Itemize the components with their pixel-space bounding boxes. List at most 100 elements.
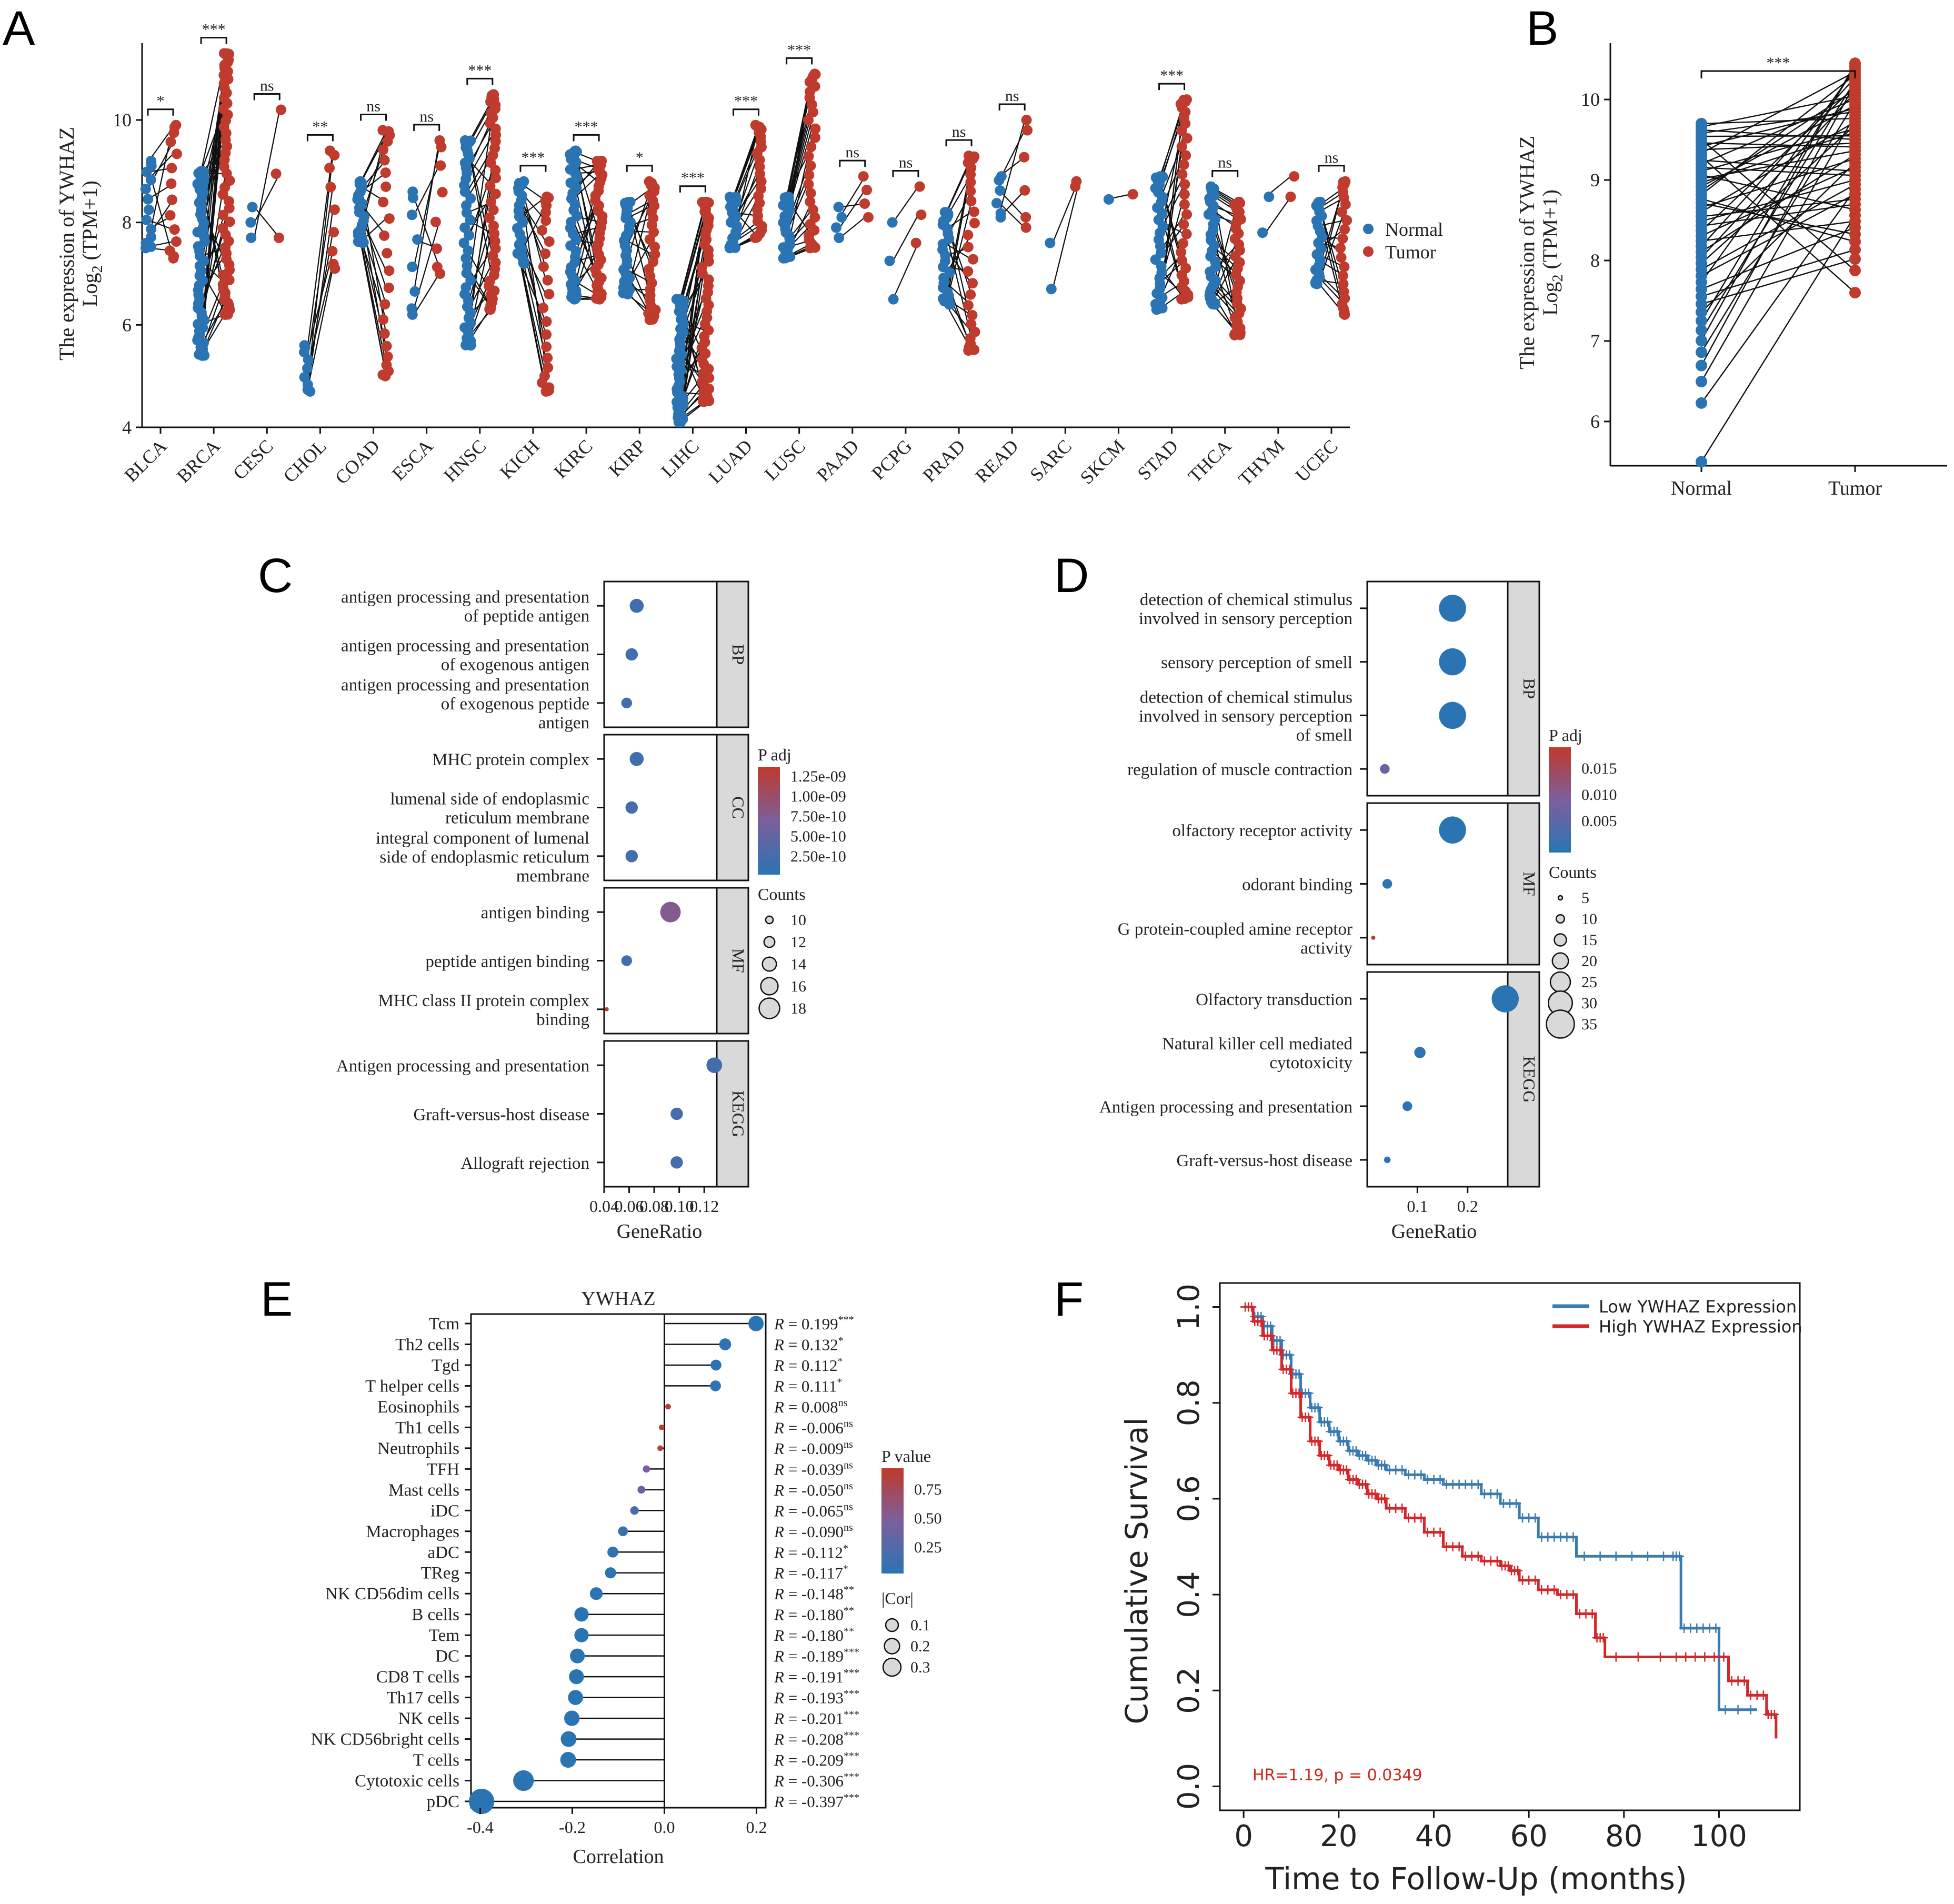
counts-legend-label: 15 [1581,931,1597,949]
tumor-point [803,179,814,190]
panel-e-xlabel: Correlation [573,1846,664,1868]
r-value-text: R = -0.180** [774,1605,854,1624]
pair-line [1701,95,1856,128]
censor-mark [1304,1388,1314,1398]
pair-line [839,217,866,238]
pair-line [1701,92,1856,258]
counts-legend-circle [1556,914,1565,924]
term-label: antigen processing and presentation [341,588,589,607]
tumor-point [218,69,229,81]
y-tick-label: 0.0 [1172,1763,1206,1810]
tumor-point [756,176,767,187]
censor-mark [1294,1388,1304,1398]
sig-bracket [679,185,706,193]
normal-point [143,204,154,215]
pair-line [1701,179,1856,222]
panel-e-legend: P value 0.75 0.50 0.25 |Cor| 0.1 0.2 0.3 [881,1447,942,1677]
censor-mark [1370,1456,1380,1466]
tumor-point [1849,236,1861,248]
r-symbol: R [774,1626,784,1645]
tumor-point [430,216,441,227]
panel-c-legend: P adj 1.25e-09 1.00e-09 7.50e-10 5.00e-10 2.5… [758,745,846,1019]
pair-line [360,242,387,375]
r-value: 0.008 [801,1398,838,1416]
sig-label: ns [1325,149,1339,166]
tumor-point [274,232,285,243]
r-value: -0.208 [801,1730,844,1749]
r-significance: ns [844,1418,853,1429]
tumor-point [804,169,815,181]
cor-legend-circle [882,1657,902,1677]
normal-point [995,208,1006,219]
tumor-point [596,216,607,227]
normal-point [459,222,470,233]
pair-line [1701,162,1856,313]
tumor-point [1234,245,1245,256]
normal-point [884,255,895,266]
normal-point [939,207,950,218]
tumor-point [701,225,712,236]
r-value-prefix: = [784,1751,801,1769]
facet-strip [716,887,749,1035]
lollipop-dot [513,1770,534,1791]
term-label: detection of chemical stimulus [1140,590,1352,609]
pair-line [1701,125,1856,264]
panel-letter-b: B [1526,2,1558,55]
x-tick-label: KICH [496,435,544,483]
pair-line [679,202,706,300]
tumor-point [489,236,500,247]
tumor-point [276,104,287,115]
tumor-point [384,213,395,224]
sig-label: ns [260,77,274,95]
counts-legend-label: 30 [1581,995,1597,1012]
tumor-point [328,258,339,269]
cell-label: Th2 cells [395,1335,459,1354]
tumor-point [488,221,499,232]
tumor-point [968,206,979,217]
normal-point [834,232,845,243]
y-tick-label: 10 [1581,89,1600,110]
censor-mark [1313,1436,1323,1446]
tumor-point [1849,165,1861,177]
sig-bracket [360,113,387,121]
normal-point [1696,346,1707,358]
tumor-point [963,242,974,253]
pair-line [466,217,493,307]
panel-a-plot: ****ns**nsns*******************nsnsnsns*… [140,21,1352,428]
tumor-point [859,198,870,209]
tumor-point [1849,264,1861,276]
x-tick-label: THCA [1184,435,1236,487]
panel-f: F Cumulative Survival Time to Follow-Up … [1054,1272,1802,1897]
tumor-point [542,353,553,364]
facet-panel [603,734,718,881]
y-tick-label: 7 [1590,330,1600,352]
x-tick-label: STAD [1134,435,1183,484]
x-tick-label: ESCA [388,435,437,484]
normal-point [1696,324,1707,336]
term-label: Graft-versus-host disease [414,1106,589,1125]
r-value-text: R = -0.397*** [774,1792,859,1811]
sig-bracket [839,159,866,167]
term-label: involved in sensory perception [1139,707,1352,726]
pair-line [1701,150,1856,179]
normal-point [570,145,582,156]
pvalue-legend-label: 0.50 [914,1510,942,1527]
tumor-point [1127,189,1138,200]
tumor-point [490,165,501,176]
tumor-point [754,154,765,165]
tumor-point [752,210,763,221]
pair-line [1701,184,1856,270]
term-label: reticulum membrane [445,809,589,828]
panel-letter-c: C [258,549,293,603]
normal-point [518,176,529,187]
r-significance: *** [844,1771,859,1783]
pair-line [1701,221,1856,242]
r-symbol: R [774,1668,784,1686]
sig-bracket [998,103,1026,111]
normal-point [140,184,151,195]
pair-line [1701,142,1856,148]
term-label: MHC class II protein complex [378,991,590,1010]
normal-point [407,186,418,197]
cell-label: DC [435,1647,459,1666]
lollipop-dot [748,1316,764,1331]
